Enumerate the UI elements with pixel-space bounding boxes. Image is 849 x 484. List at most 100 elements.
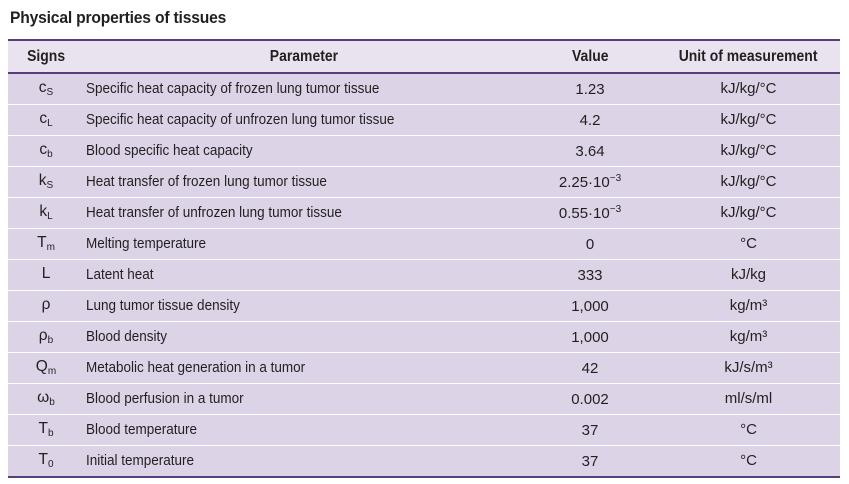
sign-symbol: T <box>38 451 48 469</box>
sign-subscript: 0 <box>47 459 54 471</box>
unit-cell: °C <box>657 227 840 259</box>
unit-cell: kJ/kg/°C <box>657 73 840 104</box>
parameter-cell: Blood specific heat capacity <box>84 134 523 166</box>
sign-cell: kL <box>8 196 84 228</box>
sign-symbol: ρ <box>41 296 51 313</box>
sign-symbol: c <box>39 110 48 127</box>
parameter-cell: Metabolic heat generation in a tumor <box>84 351 523 383</box>
value-text: 333 <box>577 266 603 284</box>
sign-cell: Tb <box>8 413 84 445</box>
sign-cell: cb <box>8 134 84 166</box>
parameter-cell: Blood perfusion in a tumor <box>84 382 523 414</box>
table-row: ρb Blood density 1,000 kg/m³ <box>8 320 840 352</box>
value-cell: 0.002 <box>523 382 657 414</box>
header-unit: Unit of measurement <box>657 41 840 74</box>
value-cell: 1.23 <box>523 73 657 104</box>
value-exponent: −3 <box>609 172 622 184</box>
parameter-cell: Specific heat capacity of unfrozen lung … <box>84 103 523 135</box>
parameter-text: Lung tumor tissue density <box>86 297 240 314</box>
unit-text: kJ/kg/°C <box>720 204 777 221</box>
unit-cell: kJ/kg/°C <box>657 134 840 166</box>
table-row: Tm Melting temperature 0 °C <box>8 227 840 259</box>
parameter-text: Blood specific heat capacity <box>86 142 253 159</box>
parameter-text: Latent heat <box>86 266 154 283</box>
unit-cell: kg/m³ <box>657 289 840 321</box>
table-row: Tb Blood temperature 37 °C <box>8 413 840 445</box>
sign-subscript: L <box>47 118 53 129</box>
value-exponent: −3 <box>609 203 622 215</box>
sign-subscript: S <box>46 87 54 99</box>
header-signs: Signs <box>8 41 84 74</box>
unit-cell: kJ/kg <box>657 258 840 290</box>
table-row: cL Specific heat capacity of unfrozen lun… <box>8 103 840 135</box>
value-cell: 1,000 <box>523 320 657 352</box>
sign-cell: cS <box>8 73 84 104</box>
sign-cell: Qm <box>8 351 84 383</box>
unit-cell: kJ/kg/°C <box>657 196 840 228</box>
parameter-text: Heat transfer of frozen lung tumor tissu… <box>86 173 327 190</box>
sign-symbol: ρ <box>38 327 48 344</box>
header-value: Value <box>523 41 657 74</box>
unit-text: kJ/kg <box>730 266 766 283</box>
unit-text: °C <box>740 421 757 438</box>
sign-cell: cL <box>8 103 84 135</box>
value-cell: 37 <box>523 413 657 445</box>
table-row: Qm Metabolic heat generation in a tumor 42… <box>8 351 840 383</box>
unit-text: ml/s/ml <box>724 390 773 407</box>
unit-cell: kg/m³ <box>657 320 840 352</box>
value-text: 1,000 <box>571 297 609 315</box>
sign-symbol: c <box>39 141 48 158</box>
sign-symbol: ω <box>37 389 50 406</box>
value-cell: 4.2 <box>523 103 657 135</box>
value-cell: 0.55·10−3 <box>523 196 657 228</box>
sign-cell: L <box>8 258 84 290</box>
properties-table: Signs Parameter Value Unit of measuremen… <box>8 39 840 478</box>
sign-cell: kS <box>8 165 84 197</box>
parameter-cell: Latent heat <box>84 258 523 290</box>
sign-subscript: m <box>47 366 57 377</box>
sign-subscript: m <box>46 242 55 253</box>
unit-text: kJ/kg/°C <box>720 142 777 159</box>
table-row: ρ Lung tumor tissue density 1,000 kg/m³ <box>8 289 840 321</box>
sign-symbol: T <box>37 234 47 251</box>
parameter-text: Blood density <box>86 328 168 345</box>
value-cell: 1,000 <box>523 289 657 321</box>
sign-subscript: b <box>49 397 55 408</box>
parameter-text: Initial temperature <box>86 452 195 470</box>
sign-symbol: c <box>38 79 47 97</box>
sign-subscript: b <box>47 428 54 439</box>
value-text: 3.64 <box>575 142 605 160</box>
sign-symbol: Q <box>35 358 48 375</box>
table-row: kS Heat transfer of frozen lung tumor tis… <box>8 165 840 197</box>
sign-symbol: T <box>38 420 48 437</box>
parameter-cell: Blood temperature <box>84 413 523 445</box>
unit-cell: kJ/s/m³ <box>657 351 840 383</box>
value-cell: 37 <box>523 444 657 476</box>
unit-cell: °C <box>657 444 840 476</box>
sign-cell: ρ <box>8 289 84 321</box>
parameter-text: Blood perfusion in a tumor <box>86 390 244 407</box>
sign-cell: ρb <box>8 320 84 352</box>
value-text: 4.2 <box>579 111 601 129</box>
sign-subscript: b <box>47 335 54 346</box>
sign-subscript: L <box>47 211 53 222</box>
parameter-cell: Heat transfer of frozen lung tumor tissu… <box>84 165 523 197</box>
value-text: 0.55·10 <box>558 204 610 222</box>
parameter-cell: Specific heat capacity of frozen lung tu… <box>84 73 523 104</box>
parameter-text: Melting temperature <box>86 235 207 252</box>
value-text: 1,000 <box>571 328 609 346</box>
unit-text: °C <box>740 235 757 252</box>
table-row: L Latent heat 333 kJ/kg <box>8 258 840 290</box>
sign-symbol: L <box>41 265 51 282</box>
sign-cell: Tm <box>8 227 84 259</box>
table-row: ωb Blood perfusion in a tumor 0.002 ml/s/ml <box>8 382 840 414</box>
unit-text: kJ/kg/°C <box>720 111 777 128</box>
value-text: 37 <box>581 421 599 439</box>
parameter-cell: Heat transfer of unfrozen lung tumor tis… <box>84 196 523 228</box>
value-text: 1.23 <box>575 80 605 98</box>
table-row: T0 Initial temperature 37 °C <box>8 444 840 476</box>
value-text: 2.25·10 <box>558 173 610 191</box>
unit-cell: °C <box>657 413 840 445</box>
parameter-text: Specific heat capacity of unfrozen lung … <box>86 111 395 128</box>
value-cell: 42 <box>523 351 657 383</box>
